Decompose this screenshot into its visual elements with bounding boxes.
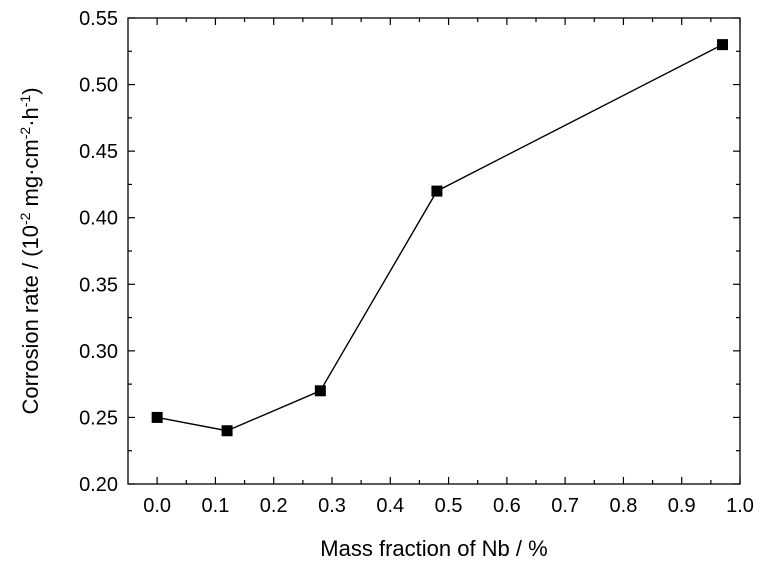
data-point bbox=[221, 425, 233, 437]
y-tick-label: 0.50 bbox=[79, 75, 118, 97]
x-tick-label: 0.0 bbox=[143, 495, 171, 517]
x-tick-label: 0.3 bbox=[318, 495, 346, 517]
y-tick-label: 0.55 bbox=[79, 8, 118, 30]
y-tick-label: 0.25 bbox=[79, 407, 118, 429]
plot-frame bbox=[127, 17, 741, 485]
series-line bbox=[157, 44, 723, 432]
y-title-exp2: -2 bbox=[17, 127, 33, 140]
data-point bbox=[431, 185, 443, 197]
y-tick-label: 0.40 bbox=[79, 208, 118, 230]
data-point bbox=[717, 39, 729, 51]
y-tick-label: 0.45 bbox=[79, 141, 118, 163]
y-title-exp3: -1 bbox=[17, 95, 33, 108]
x-tick-label: 0.2 bbox=[260, 495, 288, 517]
y-title-exp1: -2 bbox=[17, 212, 33, 225]
x-tick-label: 0.5 bbox=[435, 495, 463, 517]
x-axis-title: Mass fraction of Nb / % bbox=[320, 536, 547, 561]
y-title-middle2: ·h bbox=[18, 107, 43, 127]
x-tick-label: 0.1 bbox=[202, 495, 230, 517]
x-tick-label: 0.4 bbox=[376, 495, 404, 517]
y-axis-title: Corrosion rate / (10-2 mg·cm-2·h-1) bbox=[17, 87, 43, 414]
y-tick-label: 0.35 bbox=[79, 274, 118, 296]
x-tick-label: 0.6 bbox=[493, 495, 521, 517]
x-tick-label: 0.7 bbox=[551, 495, 579, 517]
x-tick-label: 0.8 bbox=[610, 495, 638, 517]
ticks: 0.0 0.1 0.2 0.3 0.4 0.5 0.6 0.7 0.8 0.9 1.0 0.20 0.2… bbox=[79, 8, 754, 517]
y-title-middle1: mg·cm bbox=[18, 139, 43, 212]
data-point bbox=[151, 411, 163, 423]
y-tick-label: 0.30 bbox=[79, 341, 118, 363]
x-tick-label: 1.0 bbox=[726, 495, 754, 517]
data-point bbox=[314, 385, 326, 397]
y-tick-label: 0.20 bbox=[79, 474, 118, 496]
y-title-prefix: Corrosion rate / (10 bbox=[18, 225, 43, 415]
axes bbox=[127, 17, 741, 485]
x-tick-label: 0.9 bbox=[668, 495, 696, 517]
series-group bbox=[151, 39, 729, 437]
y-title-suffix: ) bbox=[18, 87, 43, 94]
